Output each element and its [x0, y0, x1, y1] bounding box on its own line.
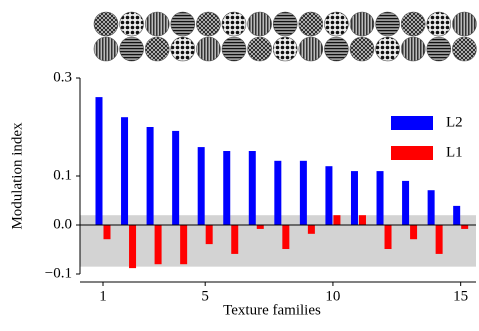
texture-thumbnail	[426, 11, 452, 37]
legend-label: L2	[446, 114, 463, 130]
texture-thumbnail	[196, 36, 221, 62]
bar	[376, 171, 384, 225]
texture-thumbnail	[349, 36, 375, 62]
bar	[205, 225, 213, 245]
y-axis-label: Modulation index	[9, 122, 25, 230]
texture-thumbnail	[298, 36, 324, 62]
bar	[402, 180, 410, 225]
texture-thumbnail	[93, 36, 119, 62]
texture-thumbnail	[349, 11, 375, 37]
texture-thumbnail	[375, 36, 400, 62]
legend-label: L1	[446, 144, 463, 160]
bar	[129, 225, 137, 269]
y-tick-label: −0.1	[45, 265, 72, 281]
x-axis-label: Texture families	[223, 302, 321, 318]
texture-thumbnail	[170, 36, 196, 62]
texture-thumbnail	[324, 11, 349, 37]
texture-thumbnails	[93, 11, 477, 62]
bar	[197, 147, 205, 225]
texture-thumbnail	[272, 36, 298, 62]
y-tick-label: 0.0	[53, 216, 72, 232]
texture-thumbnail	[324, 36, 349, 62]
bar	[274, 160, 282, 225]
bar	[435, 225, 443, 254]
bar	[282, 225, 290, 250]
texture-thumbnail	[119, 36, 144, 62]
bar	[453, 205, 461, 225]
bar	[103, 225, 111, 240]
texture-thumbnail	[221, 11, 247, 37]
bar	[172, 130, 180, 225]
texture-thumbnail	[452, 11, 477, 37]
x-tick-label: 5	[201, 288, 209, 304]
bar	[461, 225, 469, 229]
bar	[427, 190, 435, 225]
bar	[180, 225, 188, 265]
texture-thumbnail	[247, 11, 272, 37]
x-tick-label: 10	[325, 288, 340, 304]
texture-thumbnail	[400, 11, 426, 37]
texture-thumbnail	[144, 36, 170, 62]
bar	[248, 151, 256, 225]
y-tick-label: 0.1	[53, 167, 72, 183]
bar	[358, 215, 366, 225]
texture-thumbnail	[196, 11, 221, 37]
x-tick-label: 15	[453, 288, 468, 304]
y-tick-label: 0.3	[53, 69, 72, 85]
legend-swatch	[391, 146, 433, 160]
bar	[307, 225, 315, 234]
x-tick-label: 1	[99, 288, 107, 304]
bar	[350, 171, 358, 225]
bar	[256, 225, 264, 229]
texture-thumbnail	[298, 11, 324, 37]
texture-thumbnail	[426, 36, 452, 62]
texture-thumbnail	[452, 36, 477, 62]
bar	[333, 215, 341, 225]
texture-thumbnail	[272, 11, 298, 37]
texture-thumbnail	[400, 36, 426, 62]
bar	[325, 166, 333, 225]
bar	[223, 151, 231, 225]
bar	[299, 160, 307, 225]
texture-thumbnail	[247, 36, 272, 62]
legend-swatch	[391, 116, 433, 130]
bar	[410, 225, 418, 240]
texture-thumbnail	[170, 11, 196, 37]
texture-thumbnail	[119, 11, 144, 37]
texture-thumbnail	[221, 36, 247, 62]
bar	[384, 225, 392, 250]
texture-thumbnail	[93, 11, 119, 37]
bar	[95, 97, 103, 225]
texture-thumbnail	[144, 11, 170, 37]
texture-thumbnail	[375, 11, 400, 37]
bar	[146, 127, 154, 225]
bar	[231, 225, 239, 254]
bar	[154, 225, 162, 265]
bar	[121, 117, 129, 225]
